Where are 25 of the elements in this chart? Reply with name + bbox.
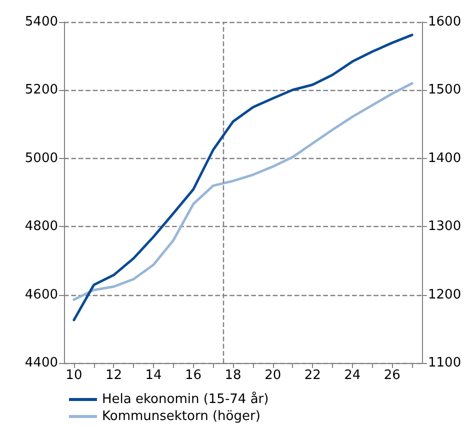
- line-series: [72, 34, 414, 322]
- x-tick-label: 26: [384, 368, 400, 383]
- y-tick-label: 4600: [24, 287, 58, 302]
- y2-tick-label: 1200: [428, 287, 462, 302]
- line-series: [72, 82, 414, 301]
- y-tick-label: 4400: [24, 356, 58, 370]
- x-tick-label: 12: [105, 368, 122, 383]
- x-tick-label: 18: [224, 368, 242, 383]
- y-tick-label: 4800: [24, 219, 58, 234]
- y2-tick-label: 1100: [428, 356, 462, 370]
- y2-tick-label: 1400: [428, 150, 462, 166]
- x-tick-label: 20: [264, 368, 282, 383]
- y2-tick-label: 1600: [428, 14, 462, 30]
- legend-label: Hela ekonomin (15-74 år): [102, 391, 269, 407]
- x-tick-label: 24: [344, 368, 361, 383]
- y-tick-label: 5200: [24, 82, 58, 98]
- x-tick-label: 16: [185, 368, 202, 383]
- y2-tick-label: 1300: [428, 219, 462, 234]
- y2-tick-label: 1500: [428, 82, 462, 98]
- x-tick-label: 14: [145, 368, 162, 383]
- y-tick-label: 5000: [24, 150, 58, 166]
- x-tick-label: 10: [66, 368, 82, 383]
- y-tick-label: 5400: [24, 14, 58, 30]
- legend-label: Kommunsektorn (höger): [102, 409, 260, 424]
- x-tick-label: 22: [304, 368, 321, 383]
